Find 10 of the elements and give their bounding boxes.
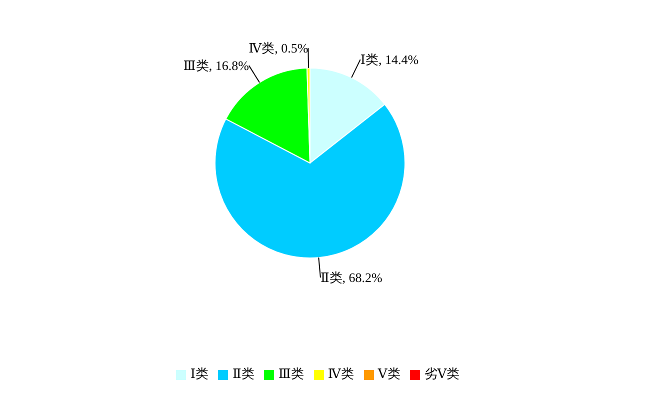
legend-label: Ⅴ类 bbox=[378, 366, 400, 381]
data-label: Ⅳ类, 0.5% bbox=[248, 40, 308, 56]
legend-label: Ⅳ类 bbox=[328, 366, 354, 381]
data-label: Ⅲ类, 16.8% bbox=[183, 58, 250, 74]
legend-label: Ⅲ类 bbox=[278, 366, 304, 381]
legend-label: 劣Ⅴ类 bbox=[424, 366, 460, 381]
legend-label: Ⅱ类 bbox=[232, 366, 254, 381]
data-label: Ⅱ类, 68.2% bbox=[320, 270, 383, 286]
legend-label: Ⅰ类 bbox=[190, 366, 208, 381]
data-label: Ⅰ类, 14.4% bbox=[360, 52, 419, 68]
